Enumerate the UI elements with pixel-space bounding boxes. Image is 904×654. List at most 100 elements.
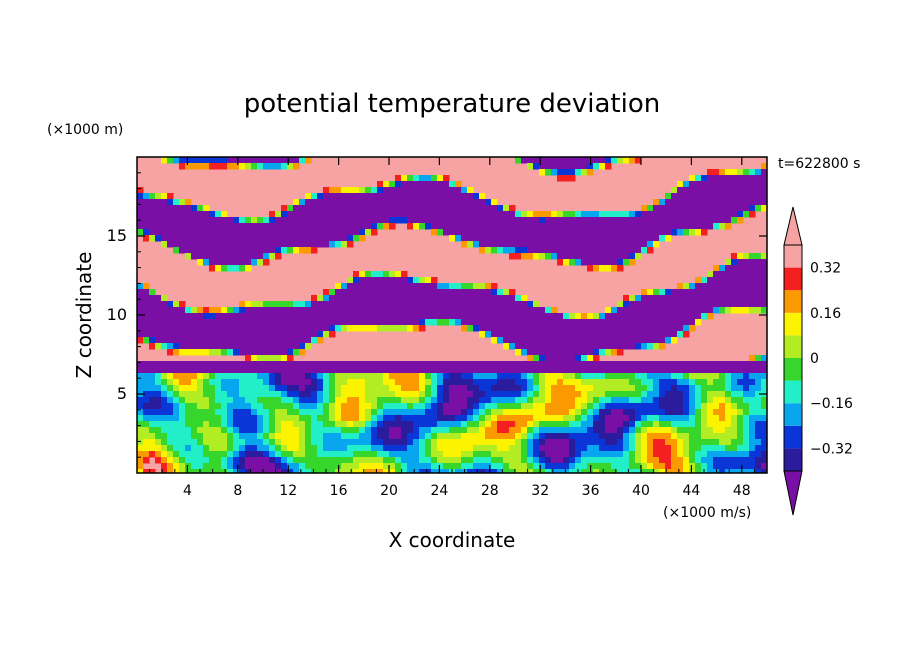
- contour-cell: [419, 319, 426, 326]
- x-tick-label: 48: [733, 483, 751, 499]
- contour-cell: [329, 331, 336, 338]
- contour-cell: [551, 457, 564, 464]
- contour-cell: [167, 391, 174, 398]
- contour-cell: [419, 433, 426, 440]
- contour-cell: [413, 403, 426, 410]
- contour-cell: [743, 169, 750, 176]
- contour-cell: [413, 427, 420, 434]
- contour-cell: [449, 283, 462, 290]
- contour-cell: [173, 463, 180, 470]
- contour-cell: [653, 469, 660, 473]
- contour-cell: [575, 415, 582, 422]
- contour-cell: [179, 163, 186, 170]
- y-tick-label: 10: [107, 305, 127, 324]
- colorbar-swatch: [784, 267, 802, 291]
- contour-cell: [317, 397, 324, 404]
- contour-cell: [377, 187, 384, 194]
- contour-cell: [425, 379, 432, 386]
- contour-cell: [479, 241, 648, 248]
- contour-cell: [605, 307, 612, 314]
- contour-cell: [275, 421, 282, 428]
- contour-cell: [641, 415, 648, 422]
- contour-cell: [263, 433, 270, 440]
- contour-cell: [761, 463, 767, 470]
- contour-cell: [647, 247, 654, 254]
- contour-cell: [581, 451, 624, 458]
- contour-cell: [509, 205, 516, 212]
- contour-cell: [167, 445, 174, 452]
- contour-cell: [371, 403, 378, 410]
- contour-cell: [311, 415, 318, 422]
- contour-cell: [647, 427, 672, 434]
- contour-cell: [689, 175, 696, 182]
- contour-cell: [239, 469, 246, 473]
- contour-cell: [707, 403, 720, 410]
- contour-cell: [215, 265, 222, 272]
- contour-cell: [173, 397, 180, 404]
- contour-cell: [377, 421, 384, 428]
- contour-cell: [137, 193, 144, 200]
- contour-cell: [269, 421, 276, 428]
- contour-cell: [227, 307, 234, 314]
- contour-cell: [137, 229, 144, 236]
- contour-cell: [257, 445, 270, 452]
- contour-cell: [335, 385, 342, 392]
- contour-cell: [515, 247, 528, 254]
- contour-cell: [605, 313, 702, 320]
- contour-cell: [545, 253, 552, 260]
- contour-cell: [725, 397, 732, 404]
- contour-cell: [545, 217, 732, 224]
- contour-cell: [581, 469, 594, 473]
- contour-cell: [521, 295, 528, 302]
- contour-cell: [275, 457, 282, 464]
- contour-cell: [215, 409, 228, 416]
- contour-cell: [539, 163, 588, 170]
- contour-cell: [497, 421, 516, 428]
- contour-cell: [335, 409, 342, 416]
- contour-cell: [491, 289, 498, 296]
- contour-cell: [365, 385, 390, 392]
- contour-cell: [311, 373, 318, 380]
- contour-cell: [641, 433, 648, 440]
- contour-cell: [635, 433, 642, 440]
- contour-cell: [239, 265, 246, 272]
- contour-cell: [317, 415, 330, 422]
- contour-cell: [635, 409, 666, 416]
- contour-cell: [305, 421, 312, 428]
- contour-cell: [287, 391, 300, 398]
- contour-cell: [641, 469, 654, 473]
- contour-cell: [269, 211, 276, 218]
- contour-cell: [209, 307, 222, 314]
- contour-cell: [341, 403, 360, 410]
- contour-cell: [449, 373, 462, 380]
- contour-cell: [425, 373, 432, 380]
- contour-cell: [647, 415, 660, 422]
- contour-cell: [257, 259, 264, 266]
- contour-cell: [251, 469, 282, 473]
- contour-cell: [371, 427, 378, 434]
- contour-cell: [629, 301, 767, 308]
- contour-cell: [173, 391, 180, 398]
- contour-cell: [437, 421, 462, 428]
- contour-cell: [179, 463, 186, 470]
- contour-cell: [473, 415, 480, 422]
- contour-cell: [731, 397, 744, 404]
- contour-cell: [401, 271, 408, 278]
- contour-cell: [137, 283, 144, 290]
- contour-cell: [275, 427, 282, 434]
- contour-cell: [443, 373, 450, 380]
- contour-cell: [749, 409, 767, 416]
- contour-cell: [335, 403, 342, 410]
- contour-cell: [215, 313, 564, 320]
- contour-cell: [581, 259, 618, 266]
- contour-cell: [425, 451, 432, 458]
- contour-cell: [275, 439, 282, 446]
- contour-cell: [425, 397, 432, 404]
- contour-cell: [203, 307, 210, 314]
- contour-cell: [629, 295, 636, 302]
- contour-cell: [605, 349, 612, 356]
- contour-cell: [173, 457, 180, 464]
- contour-cell: [413, 175, 420, 182]
- contour-cell: [155, 379, 162, 386]
- contour-cell: [257, 397, 282, 404]
